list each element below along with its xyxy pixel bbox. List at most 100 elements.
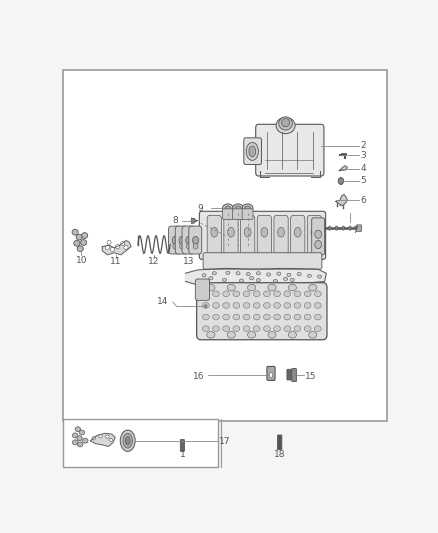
- Ellipse shape: [253, 326, 260, 332]
- FancyBboxPatch shape: [277, 435, 282, 450]
- Polygon shape: [185, 268, 326, 286]
- Ellipse shape: [269, 373, 273, 377]
- Ellipse shape: [79, 430, 85, 435]
- Ellipse shape: [243, 291, 250, 297]
- Ellipse shape: [247, 332, 256, 338]
- Ellipse shape: [311, 227, 318, 237]
- Ellipse shape: [309, 284, 317, 291]
- Ellipse shape: [253, 303, 260, 308]
- Ellipse shape: [264, 291, 270, 297]
- Ellipse shape: [294, 314, 301, 320]
- Ellipse shape: [250, 277, 254, 280]
- Text: 17: 17: [219, 437, 230, 446]
- Ellipse shape: [193, 243, 198, 249]
- Text: 15: 15: [305, 372, 317, 381]
- Polygon shape: [90, 433, 115, 447]
- Text: 8: 8: [172, 216, 178, 225]
- Ellipse shape: [294, 303, 301, 308]
- Ellipse shape: [244, 206, 251, 211]
- Ellipse shape: [211, 227, 218, 237]
- Text: 11: 11: [110, 257, 122, 266]
- Ellipse shape: [83, 438, 88, 443]
- Text: 9: 9: [198, 204, 203, 213]
- Ellipse shape: [240, 279, 244, 282]
- Ellipse shape: [106, 435, 109, 438]
- Ellipse shape: [202, 291, 209, 297]
- FancyBboxPatch shape: [223, 209, 233, 220]
- Ellipse shape: [314, 303, 321, 308]
- Ellipse shape: [107, 240, 111, 245]
- Ellipse shape: [223, 314, 230, 320]
- Ellipse shape: [78, 442, 83, 447]
- Ellipse shape: [297, 272, 301, 276]
- Ellipse shape: [283, 277, 288, 281]
- Ellipse shape: [307, 274, 311, 277]
- Ellipse shape: [236, 272, 240, 275]
- FancyBboxPatch shape: [267, 366, 275, 381]
- Ellipse shape: [315, 230, 321, 238]
- FancyBboxPatch shape: [287, 369, 291, 380]
- Ellipse shape: [233, 204, 244, 213]
- Ellipse shape: [72, 440, 78, 445]
- Ellipse shape: [288, 332, 297, 338]
- Ellipse shape: [261, 227, 268, 237]
- Ellipse shape: [81, 232, 88, 238]
- Ellipse shape: [349, 226, 351, 230]
- FancyBboxPatch shape: [169, 226, 181, 254]
- Ellipse shape: [227, 284, 235, 291]
- Ellipse shape: [191, 219, 195, 223]
- FancyBboxPatch shape: [257, 215, 272, 257]
- FancyBboxPatch shape: [307, 215, 321, 257]
- Ellipse shape: [225, 206, 231, 211]
- Ellipse shape: [253, 291, 260, 297]
- FancyBboxPatch shape: [175, 226, 188, 254]
- Ellipse shape: [226, 271, 230, 274]
- FancyBboxPatch shape: [312, 218, 325, 255]
- FancyBboxPatch shape: [290, 215, 305, 257]
- Ellipse shape: [249, 146, 256, 157]
- Ellipse shape: [274, 303, 280, 308]
- Ellipse shape: [246, 272, 250, 276]
- Text: 6: 6: [360, 196, 366, 205]
- Ellipse shape: [328, 226, 331, 230]
- Ellipse shape: [243, 314, 250, 320]
- Ellipse shape: [193, 236, 199, 245]
- FancyBboxPatch shape: [244, 138, 261, 165]
- FancyBboxPatch shape: [224, 215, 238, 257]
- Ellipse shape: [72, 229, 78, 235]
- Ellipse shape: [304, 326, 311, 332]
- Ellipse shape: [284, 314, 291, 320]
- FancyBboxPatch shape: [242, 209, 253, 220]
- Ellipse shape: [338, 177, 344, 184]
- Text: 18: 18: [274, 450, 285, 459]
- Ellipse shape: [294, 227, 301, 237]
- Ellipse shape: [264, 326, 270, 332]
- Ellipse shape: [315, 240, 321, 248]
- Ellipse shape: [212, 272, 216, 275]
- Ellipse shape: [77, 436, 82, 441]
- Ellipse shape: [233, 291, 240, 297]
- Ellipse shape: [242, 204, 253, 213]
- Ellipse shape: [318, 275, 321, 278]
- Ellipse shape: [279, 117, 293, 130]
- Text: 4: 4: [360, 164, 366, 173]
- Ellipse shape: [223, 326, 230, 332]
- Ellipse shape: [207, 284, 215, 291]
- Ellipse shape: [75, 427, 81, 432]
- Ellipse shape: [267, 273, 271, 276]
- Ellipse shape: [72, 433, 78, 438]
- Text: 16: 16: [193, 372, 204, 381]
- Ellipse shape: [209, 277, 213, 280]
- Ellipse shape: [223, 291, 230, 297]
- FancyBboxPatch shape: [180, 440, 184, 451]
- Ellipse shape: [110, 247, 114, 252]
- Ellipse shape: [273, 279, 277, 282]
- Ellipse shape: [282, 118, 290, 127]
- Ellipse shape: [284, 303, 291, 308]
- Ellipse shape: [180, 243, 184, 249]
- Text: 3: 3: [360, 150, 366, 159]
- Ellipse shape: [76, 235, 82, 240]
- Ellipse shape: [179, 236, 185, 245]
- Ellipse shape: [274, 314, 280, 320]
- Ellipse shape: [92, 437, 95, 440]
